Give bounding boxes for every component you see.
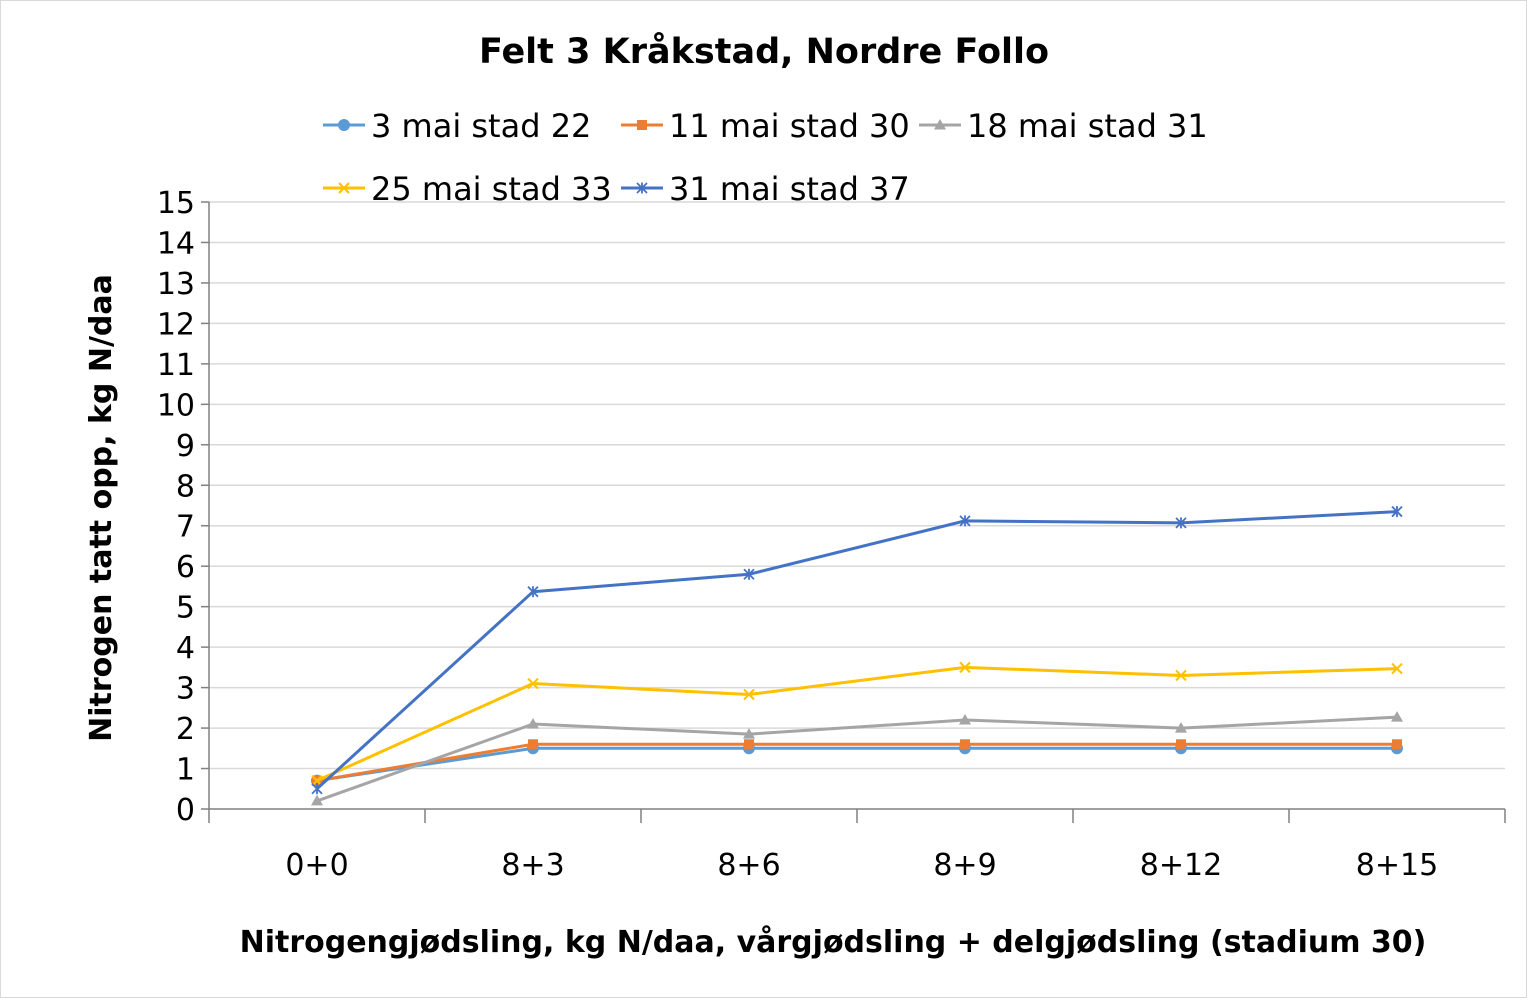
y-tick-label: 7 <box>176 510 195 545</box>
series-line <box>316 665 1398 783</box>
legend-marker <box>637 120 647 130</box>
y-tick-label: 3 <box>176 672 195 707</box>
y-tick-label: 14 <box>157 226 195 261</box>
x-tick-label: 8+9 <box>933 848 996 883</box>
legend-label: 11 mai stad 30 <box>669 107 910 145</box>
data-point <box>527 718 539 729</box>
gridlines <box>209 201 1505 770</box>
y-axis-title: Nitrogen tatt opp, kg N/daa <box>84 274 119 742</box>
data-point <box>1175 517 1187 529</box>
legend: 3 mai stad 22 11 mai stad 30 18 mai stad 3… <box>323 107 1208 208</box>
data-point <box>1176 739 1186 750</box>
data-point <box>528 739 538 750</box>
legend-item: 3 mai stad 22 <box>323 107 591 145</box>
series-lines <box>311 505 1403 806</box>
series-3 <box>311 711 1403 806</box>
data-point <box>1175 722 1187 733</box>
y-tick-label: 13 <box>157 267 195 302</box>
data-point <box>1391 505 1403 518</box>
data-point <box>1175 669 1187 682</box>
data-point <box>1392 739 1402 750</box>
data-point <box>743 568 755 580</box>
series-line <box>316 742 1397 783</box>
data-point <box>311 794 323 806</box>
legend-marker <box>636 182 648 194</box>
x-tick-label: 8+3 <box>501 848 564 883</box>
data-point <box>959 515 971 527</box>
legend-item: 25 mai stad 33 <box>323 170 612 208</box>
legend-marker <box>338 119 350 131</box>
legend-label: 25 mai stad 33 <box>371 170 612 208</box>
series-4 <box>311 661 1403 787</box>
chart-title: Felt 3 Kråkstad, Nordre Follo <box>479 31 1049 72</box>
y-tick-label: 4 <box>176 631 195 666</box>
x-tick-label: 8+15 <box>1356 848 1438 883</box>
y-tick-label: 8 <box>176 469 195 504</box>
legend-item: 31 mai stad 37 <box>621 170 910 208</box>
legend-item: 18 mai stad 31 <box>919 107 1208 145</box>
y-tick-label: 9 <box>176 429 195 464</box>
data-point <box>527 586 539 598</box>
y-tick-label: 15 <box>157 186 195 221</box>
series-line <box>316 746 1397 783</box>
data-point <box>743 728 755 739</box>
legend-item: 11 mai stad 30 <box>621 107 910 145</box>
y-tick-label: 6 <box>176 550 195 585</box>
data-point <box>959 713 971 725</box>
y-tick-label: 5 <box>176 591 195 626</box>
x-tick-label: 8+6 <box>717 848 780 883</box>
data-point <box>1391 711 1403 722</box>
series-line <box>316 715 1398 803</box>
legend-marker <box>338 182 350 194</box>
data-point <box>744 739 754 750</box>
data-point <box>311 783 323 795</box>
legend-label: 18 mai stad 31 <box>967 107 1208 145</box>
legend-label: 31 mai stad 37 <box>669 170 910 208</box>
series-line <box>315 510 1398 790</box>
series-5 <box>311 505 1403 795</box>
series-1 <box>311 742 1403 787</box>
y-tick-label: 11 <box>157 348 195 383</box>
data-point <box>743 688 755 701</box>
data-point <box>960 739 970 750</box>
series-2 <box>312 739 1402 786</box>
data-point <box>959 661 971 674</box>
data-point <box>1391 662 1403 675</box>
y-tick-label: 1 <box>176 753 195 788</box>
y-tick-label: 2 <box>176 712 195 747</box>
x-axis-title: Nitrogengjødsling, kg N/daa, vårgjødslin… <box>240 924 1427 960</box>
x-tick-label: 8+12 <box>1140 848 1222 883</box>
y-tick-label: 10 <box>157 388 195 423</box>
data-point <box>527 677 539 690</box>
legend-label: 3 mai stad 22 <box>371 107 591 145</box>
x-tick-label: 0+0 <box>285 848 348 883</box>
y-tick-label: 12 <box>157 307 195 342</box>
y-tick-label: 0 <box>176 793 195 828</box>
legend-marker <box>934 119 946 130</box>
